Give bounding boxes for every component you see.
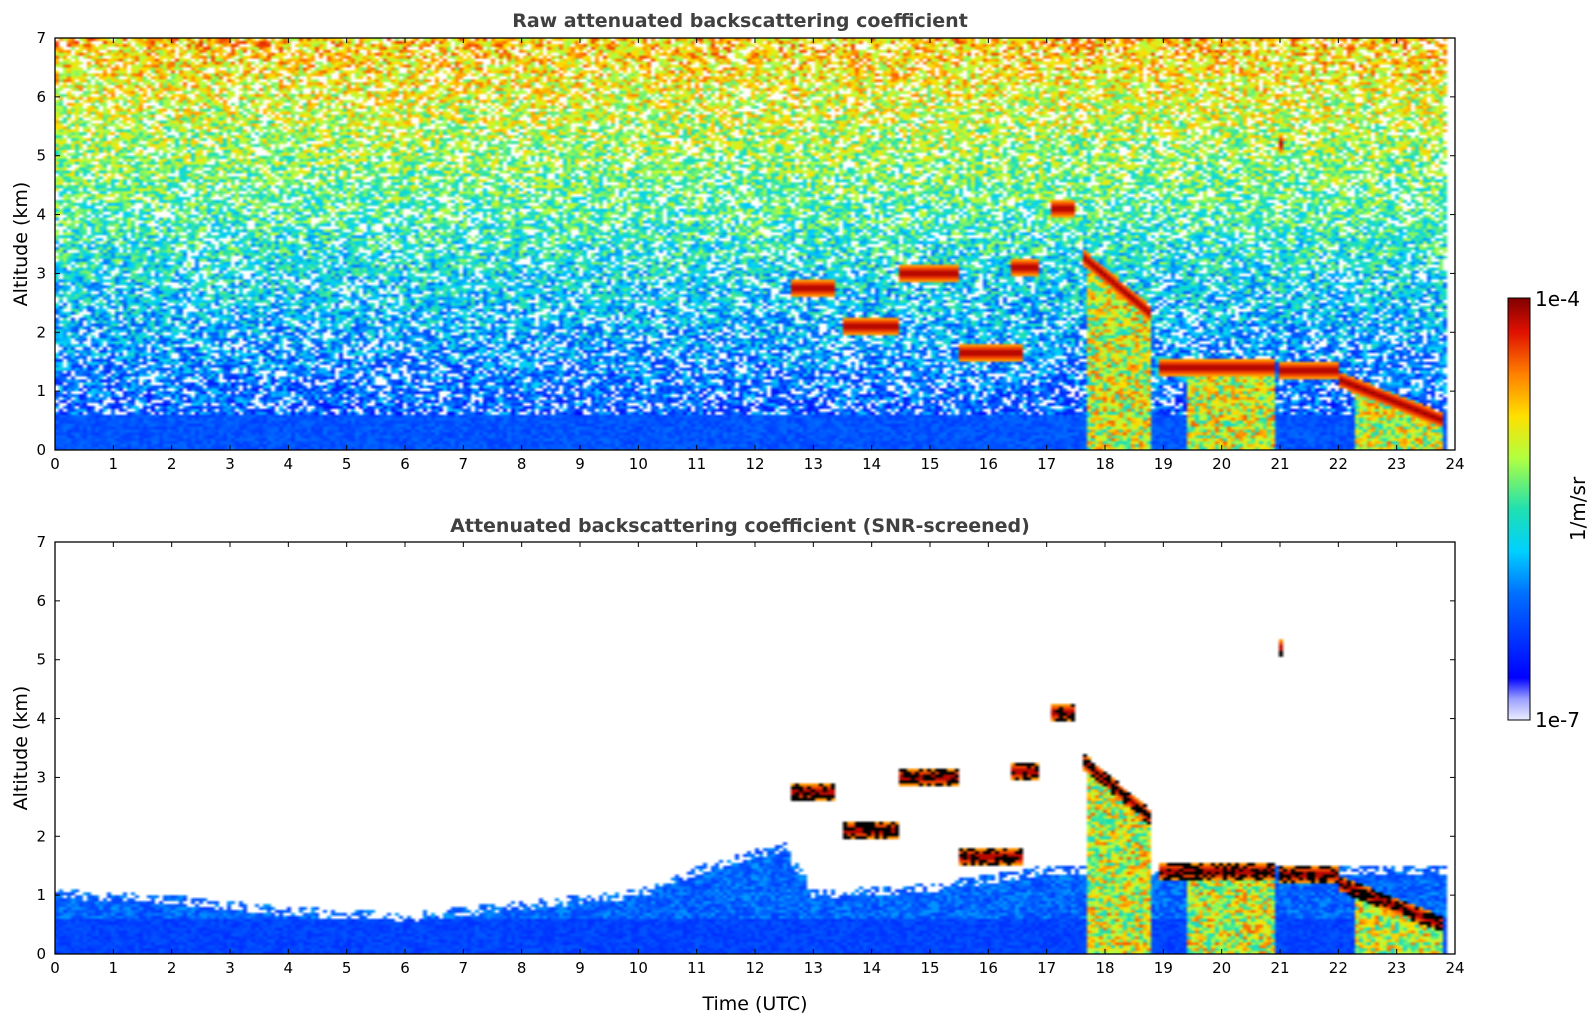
raw-xtick-label: 4 [284, 455, 294, 473]
raw-xtick-label: 8 [517, 455, 527, 473]
snr-xtick-label: 5 [342, 959, 352, 977]
snr-ytick-label: 0 [36, 945, 46, 963]
snr-title: Attenuated backscattering coefficient (S… [450, 515, 1030, 537]
raw-xtick-label: 22 [1329, 455, 1348, 473]
raw-xtick-label: 1 [109, 455, 119, 473]
raw-xtick-label: 10 [629, 455, 648, 473]
raw-xtick-label: 12 [745, 455, 764, 473]
snr-xtick-label: 17 [1037, 959, 1056, 977]
snr-ytick-label: 2 [36, 827, 46, 845]
raw-xtick-label: 13 [804, 455, 823, 473]
raw-xtick-label: 17 [1037, 455, 1056, 473]
raw-xtick-label: 24 [1445, 455, 1464, 473]
snr-xtick-label: 22 [1329, 959, 1348, 977]
snr-xtick-label: 1 [109, 959, 119, 977]
raw-heatmap-image [55, 38, 1455, 450]
snr-xtick-label: 24 [1445, 959, 1464, 977]
raw-heatmap [55, 38, 1455, 450]
colorbar-min-label: 1e-7 [1535, 708, 1580, 732]
raw-panel: Raw attenuated backscattering coefficien… [10, 10, 1465, 473]
snr-heatmap [55, 542, 1455, 954]
raw-xtick-label: 19 [1154, 455, 1173, 473]
snr-xtick-label: 18 [1095, 959, 1114, 977]
snr-xtick-label: 16 [979, 959, 998, 977]
raw-ytick-label: 6 [36, 88, 46, 106]
snr-xtick-label: 12 [745, 959, 764, 977]
snr-ytick-label: 6 [36, 592, 46, 610]
snr-xtick-label: 15 [920, 959, 939, 977]
colorbar-max-label: 1e-4 [1535, 287, 1580, 311]
snr-ylabel: Altitude (km) [10, 686, 32, 811]
raw-ytick-label: 5 [36, 147, 46, 165]
raw-ytick-label: 2 [36, 323, 46, 341]
snr-xtick-label: 10 [629, 959, 648, 977]
raw-xtick-label: 23 [1387, 455, 1406, 473]
snr-xtick-label: 0 [50, 959, 60, 977]
snr-xtick-label: 23 [1387, 959, 1406, 977]
raw-xtick-label: 11 [687, 455, 706, 473]
colorbar: 1e-4 1e-7 1/m/sr [1507, 287, 1590, 732]
snr-xlabel: Time (UTC) [701, 993, 807, 1015]
snr-xtick-label: 11 [687, 959, 706, 977]
raw-xtick-label: 20 [1212, 455, 1231, 473]
raw-xtick-label: 9 [575, 455, 585, 473]
snr-xtick-label: 20 [1212, 959, 1231, 977]
snr-xtick-label: 19 [1154, 959, 1173, 977]
raw-ytick-label: 7 [36, 29, 46, 47]
colorbar-gradient [1507, 297, 1531, 721]
snr-xtick-label: 21 [1270, 959, 1289, 977]
raw-xtick-label: 7 [459, 455, 469, 473]
raw-xtick-label: 14 [862, 455, 881, 473]
raw-xtick-label: 21 [1270, 455, 1289, 473]
snr-xtick-label: 2 [167, 959, 177, 977]
snr-xtick-label: 8 [517, 959, 527, 977]
snr-xtick-label: 14 [862, 959, 881, 977]
colorbar-unit-label: 1/m/sr [1566, 476, 1590, 541]
raw-xtick-label: 5 [342, 455, 352, 473]
raw-xtick-label: 16 [979, 455, 998, 473]
snr-ytick-label: 4 [36, 710, 46, 728]
snr-axes: 0 1 2 3 4 5 6 7 8 9 10 11 12 13 14 15 16 17 18 19 20 21 22 23 24… [36, 533, 1464, 977]
snr-ytick-label: 3 [36, 768, 46, 786]
raw-xtick-label: 2 [167, 455, 177, 473]
raw-ylabel: Altitude (km) [10, 182, 32, 307]
snr-panel: Attenuated backscattering coefficient (S… [10, 515, 1465, 1015]
snr-ytick-label: 1 [36, 886, 46, 904]
raw-xtick-label: 15 [920, 455, 939, 473]
snr-xtick-label: 13 [804, 959, 823, 977]
snr-ytick-label: 5 [36, 651, 46, 669]
raw-xtick-label: 18 [1095, 455, 1114, 473]
snr-xtick-label: 3 [225, 959, 235, 977]
raw-ytick-label: 4 [36, 206, 46, 224]
raw-ytick-label: 1 [36, 382, 46, 400]
raw-axes: 0 1 2 3 4 5 6 7 8 9 10 11 12 13 14 15 16 17 18 19 20 21 22 23 24… [36, 29, 1464, 473]
snr-xtick-label: 6 [400, 959, 410, 977]
raw-xtick-label: 0 [50, 455, 60, 473]
snr-xtick-label: 7 [459, 959, 469, 977]
raw-xtick-label: 6 [400, 455, 410, 473]
snr-xtick-label: 9 [575, 959, 585, 977]
snr-ytick-label: 7 [36, 533, 46, 551]
raw-ytick-label: 3 [36, 264, 46, 282]
snr-xtick-label: 4 [284, 959, 294, 977]
snr-heatmap-image [55, 542, 1455, 954]
raw-title: Raw attenuated backscattering coefficien… [512, 10, 968, 32]
raw-ytick-label: 0 [36, 441, 46, 459]
raw-xtick-label: 3 [225, 455, 235, 473]
